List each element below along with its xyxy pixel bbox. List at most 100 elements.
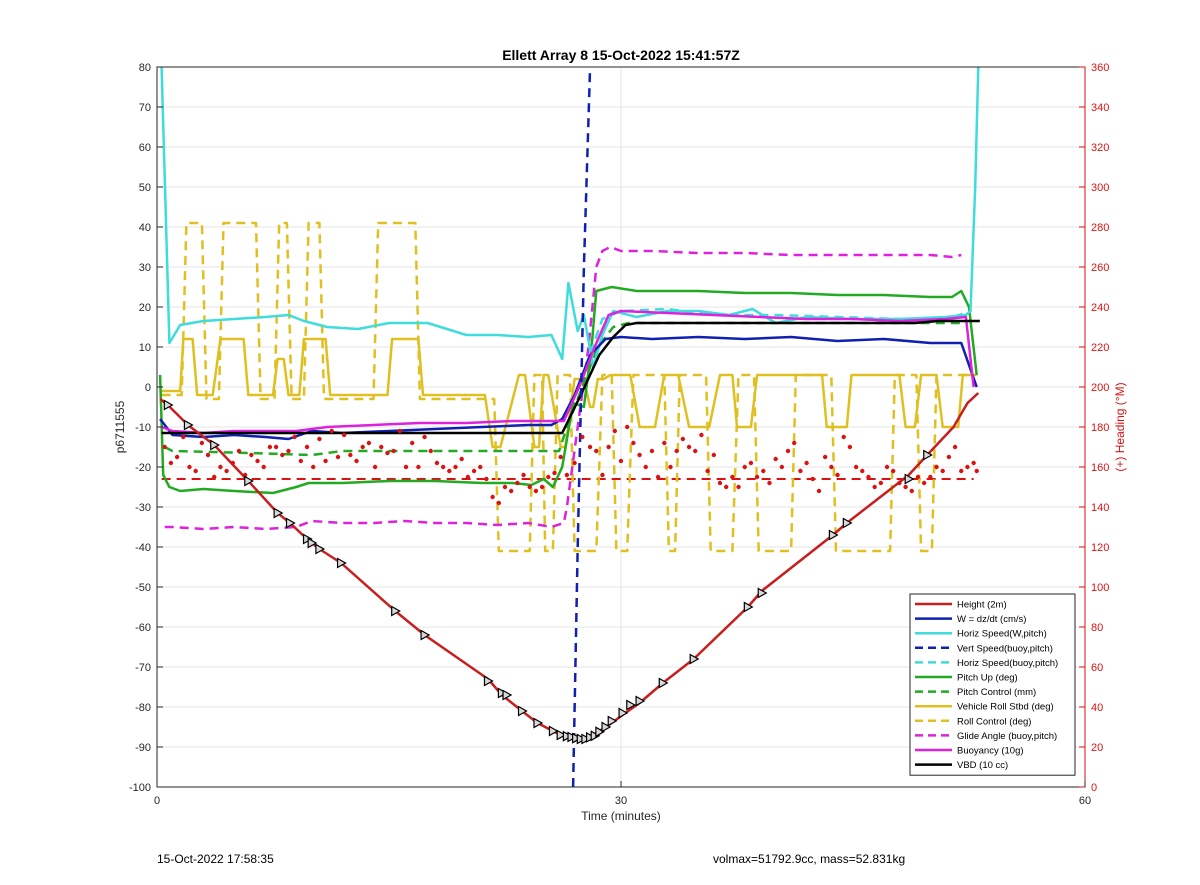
heading-point bbox=[558, 454, 563, 460]
heading-point bbox=[422, 434, 427, 440]
heading-point bbox=[434, 460, 440, 466]
series-line bbox=[164, 245, 962, 531]
heading-point bbox=[587, 444, 593, 450]
y-tick-label: 50 bbox=[139, 182, 151, 194]
heading-point bbox=[705, 468, 710, 474]
height-marker bbox=[391, 605, 401, 617]
height-marker bbox=[336, 557, 347, 569]
heading-point bbox=[872, 484, 877, 490]
y-tick-label: -40 bbox=[135, 542, 151, 554]
heading-point bbox=[785, 448, 791, 454]
height-marker bbox=[307, 537, 318, 549]
legend-label: Vehicle Roll Stbd (deg) bbox=[957, 702, 1054, 713]
heading-point bbox=[212, 474, 217, 480]
heading-point bbox=[508, 488, 514, 494]
legend-label: W = dz/dt (cm/s) bbox=[957, 614, 1026, 625]
x-axis-label: Time (minutes) bbox=[581, 809, 661, 823]
y-tick-label: -100 bbox=[129, 782, 151, 794]
heading-point bbox=[662, 440, 667, 446]
heading-point bbox=[730, 474, 735, 480]
heading-point bbox=[643, 464, 648, 470]
y2-tick-label: 220 bbox=[1091, 342, 1109, 354]
heading-point bbox=[484, 476, 489, 482]
heading-point bbox=[168, 460, 174, 466]
y2-tick-label: 40 bbox=[1091, 702, 1103, 714]
series-line bbox=[161, 309, 975, 435]
heading-point bbox=[612, 428, 618, 434]
y2-tick-label: 320 bbox=[1091, 142, 1109, 154]
heading-point bbox=[162, 444, 167, 450]
series-line bbox=[161, 221, 971, 553]
heading-point bbox=[311, 464, 316, 470]
heading-point bbox=[693, 448, 698, 454]
heading-point bbox=[779, 464, 785, 470]
heading-point bbox=[711, 452, 716, 458]
heading-point bbox=[580, 434, 585, 440]
heading-point bbox=[878, 480, 884, 486]
height-marker bbox=[420, 629, 431, 641]
heading-point bbox=[261, 464, 266, 470]
y2-tick-label: 340 bbox=[1091, 102, 1109, 114]
height-marker bbox=[244, 475, 254, 487]
y-tick-label: -20 bbox=[135, 462, 151, 474]
heading-point bbox=[637, 452, 642, 458]
heading-point bbox=[471, 468, 477, 474]
heading-point bbox=[860, 468, 865, 474]
heading-point bbox=[655, 474, 661, 480]
heading-point bbox=[335, 454, 341, 460]
y2-tick-label: 280 bbox=[1091, 222, 1109, 234]
y-tick-label: -90 bbox=[135, 742, 151, 754]
y-tick-label: 80 bbox=[139, 62, 151, 74]
y2-tick-label: 180 bbox=[1091, 422, 1109, 434]
y-tick-label: -50 bbox=[135, 582, 151, 594]
heading-point bbox=[360, 444, 365, 450]
series-line bbox=[161, 337, 977, 449]
heading-point bbox=[385, 450, 390, 456]
y-tick-label: -60 bbox=[135, 622, 151, 634]
heading-point bbox=[921, 480, 927, 486]
heading-point bbox=[680, 436, 686, 442]
heading-point bbox=[572, 460, 577, 466]
height-marker bbox=[533, 717, 544, 729]
heading-point bbox=[959, 468, 964, 474]
y2-tick-label: 80 bbox=[1091, 622, 1103, 634]
heading-point bbox=[453, 464, 458, 470]
heading-point bbox=[372, 464, 378, 470]
height-marker bbox=[601, 721, 612, 733]
legend-label: Pitch Up (deg) bbox=[957, 673, 1018, 684]
heading-point bbox=[952, 444, 958, 450]
y2-axis-label: (+) Heading (°M) bbox=[1113, 382, 1127, 471]
footer-timestamp: 15-Oct-2022 17:58:35 bbox=[157, 852, 274, 866]
y-tick-label: -30 bbox=[135, 502, 151, 514]
height-marker bbox=[497, 687, 508, 699]
heading-point bbox=[366, 440, 372, 446]
heading-point bbox=[742, 464, 747, 470]
heading-point bbox=[822, 454, 828, 460]
legend-box bbox=[909, 593, 1076, 776]
y-tick-label: 30 bbox=[139, 262, 151, 274]
heading-point bbox=[391, 448, 396, 454]
heading-point bbox=[546, 474, 551, 480]
heading-point bbox=[847, 444, 853, 450]
y-tick-label: 70 bbox=[139, 102, 151, 114]
height-marker bbox=[743, 601, 754, 613]
heading-point bbox=[940, 468, 945, 474]
legend: Height (2m) W = dz/dt (cm/s) Horiz Speed(W… bbox=[909, 593, 1076, 776]
y2-tick-label: 200 bbox=[1091, 382, 1109, 394]
height-marker bbox=[567, 731, 578, 743]
height-marker bbox=[658, 677, 669, 689]
height-marker bbox=[483, 675, 494, 687]
heading-point bbox=[668, 464, 673, 470]
y2-tick-label: 240 bbox=[1091, 302, 1109, 314]
height-marker bbox=[315, 543, 326, 555]
heading-point bbox=[230, 460, 235, 466]
y2-tick-label: 300 bbox=[1091, 182, 1109, 194]
y2-tick-label: 20 bbox=[1091, 742, 1103, 754]
heading-point bbox=[465, 474, 471, 480]
heading-point bbox=[594, 448, 599, 454]
legend-label: Buoyancy (10g) bbox=[957, 746, 1024, 757]
heading-point bbox=[397, 428, 403, 434]
heading-point bbox=[767, 480, 772, 486]
plot-area bbox=[158, 67, 980, 787]
